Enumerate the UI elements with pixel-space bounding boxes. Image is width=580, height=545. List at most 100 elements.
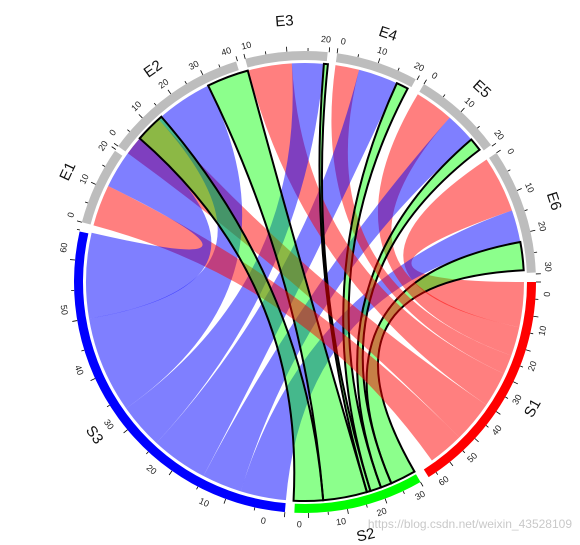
tick-S2-20 (347, 508, 349, 515)
ribbon-S1-E3 (248, 63, 504, 405)
tick-E5-5 (442, 94, 446, 98)
sector-E5 (419, 83, 492, 151)
sector-E4 (335, 53, 416, 88)
tick-S1-15 (530, 332, 534, 335)
tick-E2-15 (153, 102, 157, 106)
tick-label-E5-0: 0 (430, 70, 440, 81)
tick-S1-30 (513, 381, 519, 385)
tick-label-E4-0: 0 (340, 36, 347, 47)
tick-S1-60 (449, 461, 454, 467)
tick-S1-35 (505, 396, 509, 399)
tick-S1-40 (496, 411, 501, 415)
tick-label-S3-0: 0 (260, 515, 267, 526)
tick-S2-0 (420, 481, 424, 487)
tick-label-E2-3: 30 (187, 59, 200, 72)
tick-label-S2-2: 10 (335, 516, 346, 527)
tick-E2-0 (113, 142, 119, 147)
tick-S3-30 (123, 429, 128, 434)
tick-label-E2-2: 20 (157, 77, 171, 91)
tick-label-E6-2: 20 (536, 220, 548, 232)
sector-label-S2: S2 (355, 525, 377, 545)
sector-label-E3: E3 (275, 12, 295, 30)
ribbon-S1-E4 (331, 65, 512, 374)
ribbon-S3-E1 (86, 138, 212, 319)
ribbon-S2-E1 (138, 115, 325, 502)
tick-label-S2-3: 0 (297, 519, 302, 529)
ribbon-S2-E3 (318, 62, 372, 494)
tick-S3-5 (253, 507, 256, 511)
tick-S2-15 (366, 504, 368, 508)
tick-E6-15 (524, 209, 528, 212)
tick-label-E2-0: 0 (107, 127, 118, 137)
tick-label-S1-1: 10 (537, 325, 549, 337)
ribbon-S3-E2 (89, 85, 243, 409)
tick-label-S1-5: 50 (465, 450, 479, 464)
tick-E1-5 (84, 201, 89, 204)
tick-E5-15 (477, 125, 480, 129)
tick-S1-45 (485, 425, 489, 428)
tick-label-S1-3: 30 (510, 393, 524, 407)
sector-E2 (118, 61, 239, 152)
watermark-text: https://blog.csdn.net/weixin_43528109 (368, 517, 572, 531)
tick-S1-10 (533, 315, 539, 318)
sector-label-S3: S3 (82, 423, 107, 448)
tick-E6-0 (496, 149, 501, 154)
sector-E3 (245, 51, 328, 68)
tick-E4-15 (397, 67, 400, 71)
sector-S2 (294, 474, 421, 513)
tick-label-S3-1: 10 (197, 496, 210, 509)
sector-label-E6: E6 (543, 190, 565, 213)
tick-S3-50 (72, 320, 78, 322)
tick-S3-10 (223, 498, 227, 504)
tick-E3-0 (243, 53, 246, 59)
sectors-layer (74, 51, 536, 513)
tick-S3-25 (146, 451, 149, 455)
tick-S1-55 (462, 450, 466, 454)
tick-S3-40 (90, 378, 96, 381)
tick-label-S1-2: 20 (526, 360, 539, 373)
ribbon-S3-E6 (240, 210, 521, 501)
tick-label-S3-2: 20 (144, 463, 158, 477)
tick-E4-20 (416, 75, 420, 81)
ribbon-S3-E3 (126, 63, 324, 443)
tick-E2-25 (184, 80, 187, 84)
tick-E4-0 (336, 48, 339, 54)
tick-label-E2-4: 40 (220, 45, 233, 58)
tick-E2-5 (127, 129, 130, 132)
tick-E4-10 (377, 58, 381, 64)
sector-E6 (489, 152, 536, 273)
tick-E2-30 (200, 70, 204, 75)
tick-E1-15 (102, 164, 106, 167)
tick-E2-40 (235, 56, 238, 62)
tick-S2-5 (402, 490, 405, 494)
ribbon-S1-E5 (377, 94, 520, 356)
tick-label-E5-2: 20 (492, 128, 506, 142)
tick-label-S3-6: 60 (58, 242, 69, 253)
tick-label-E4-2: 20 (412, 60, 426, 74)
sector-S1 (423, 282, 536, 478)
tick-label-E4-1: 10 (376, 45, 389, 58)
tick-label-S2-0: 30 (413, 489, 427, 503)
tick-E5-10 (460, 107, 465, 112)
tick-E2-20 (167, 89, 172, 95)
tick-E6-5 (507, 169, 511, 172)
tick-label-S3-3: 30 (102, 417, 116, 431)
tick-label-S2-1: 20 (375, 506, 388, 519)
tick-E3-20 (328, 47, 331, 53)
tick-E4-5 (357, 54, 360, 58)
tick-E1-0 (76, 220, 82, 223)
tick-label-E1-1: 10 (78, 172, 91, 185)
tick-E5-0 (423, 79, 427, 85)
tick-label-E6-3: 30 (543, 261, 554, 272)
sector-E1 (81, 150, 123, 225)
tick-E1-10 (90, 181, 96, 185)
tick-S3-35 (106, 404, 110, 408)
tick-E2-35 (218, 64, 221, 68)
tick-label-E6-0: 0 (505, 147, 516, 157)
tick-E3-5 (264, 51, 267, 55)
tick-label-E1-0: 0 (65, 211, 76, 219)
tick-S3-45 (81, 349, 85, 352)
ribbon-S1-E6 (403, 159, 524, 328)
tick-S3-20 (168, 470, 173, 476)
